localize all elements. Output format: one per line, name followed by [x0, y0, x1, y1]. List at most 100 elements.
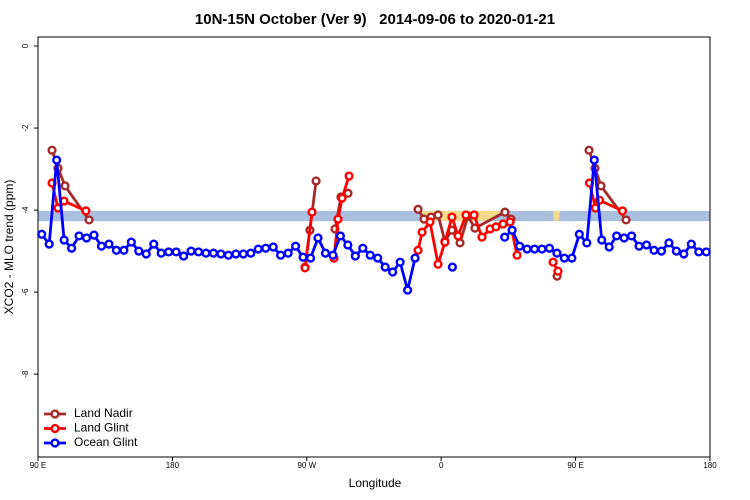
data-point	[582, 238, 592, 248]
data-point	[447, 212, 457, 222]
data-point	[447, 262, 458, 272]
data-point	[514, 241, 525, 251]
data-point	[44, 239, 54, 249]
data-point	[164, 247, 174, 257]
chart-title: 10N-15N October (Ver 9) 2014-09-06 to 20…	[195, 11, 555, 28]
data-point	[119, 245, 129, 255]
data-point	[66, 243, 77, 253]
legend-label: Land Nadir	[74, 406, 133, 420]
data-point	[111, 245, 122, 255]
x-tick-label: 180	[703, 461, 717, 470]
data-point	[276, 250, 286, 260]
data-point	[548, 257, 558, 267]
data-point	[656, 246, 667, 256]
data-point	[134, 246, 144, 256]
data-point	[507, 225, 517, 235]
legend-marker	[50, 423, 60, 434]
data-point	[596, 181, 606, 191]
y-tick-label: -2	[21, 124, 30, 132]
data-point	[96, 241, 107, 251]
data-point	[283, 248, 293, 258]
data-point	[612, 231, 622, 241]
data-point	[238, 249, 248, 259]
data-point	[84, 215, 94, 225]
data-point	[261, 243, 271, 253]
data-point	[305, 253, 316, 263]
data-point	[589, 155, 599, 165]
data-point	[268, 242, 278, 252]
data-point	[59, 235, 69, 245]
data-point	[37, 229, 47, 239]
data-point	[694, 247, 704, 257]
data-point	[47, 145, 57, 155]
data-point	[307, 207, 317, 217]
data-point	[350, 251, 360, 261]
data-point	[179, 251, 189, 261]
data-point	[537, 244, 547, 254]
data-point	[619, 233, 629, 243]
data-point	[89, 230, 99, 240]
data-point	[410, 253, 420, 263]
data-point	[291, 241, 301, 251]
data-point	[388, 267, 398, 277]
data-point	[298, 252, 308, 262]
data-point	[81, 206, 91, 216]
data-point	[413, 204, 423, 214]
data-point	[246, 248, 256, 258]
data-point	[621, 215, 631, 225]
y-tick-label: -6	[21, 288, 30, 296]
x-tick-label: 90 W	[297, 461, 316, 470]
data-point	[344, 171, 354, 181]
data-point	[358, 243, 368, 253]
data-point	[156, 248, 166, 258]
highlight-region	[553, 210, 561, 222]
data-point	[498, 219, 508, 229]
data-point	[395, 257, 405, 267]
data-point	[664, 238, 674, 248]
data-point	[649, 245, 659, 255]
data-point	[500, 232, 510, 242]
data-point	[425, 217, 435, 227]
data-point	[231, 249, 241, 259]
data-point	[313, 233, 323, 243]
legend-marker	[50, 409, 60, 419]
data-point	[186, 246, 196, 256]
data-point	[141, 249, 151, 259]
data-point	[641, 240, 652, 250]
y-tick-label: 0	[21, 43, 30, 48]
data-point	[469, 210, 479, 220]
data-point	[380, 262, 390, 272]
data-point	[223, 250, 234, 260]
x-tick-label: 90 E	[567, 461, 583, 470]
data-point	[311, 176, 321, 186]
data-point	[433, 210, 443, 220]
data-point	[60, 181, 70, 191]
data-point	[193, 247, 204, 257]
x-axis-label: Longitude	[349, 476, 402, 490]
data-point	[522, 244, 532, 254]
data-point	[574, 229, 584, 239]
data-point	[433, 259, 443, 269]
data-point	[477, 232, 487, 242]
data-point	[604, 242, 614, 252]
data-point	[626, 231, 637, 241]
data-point	[617, 206, 628, 216]
data-point	[328, 250, 338, 260]
legend-label: Ocean Glint	[74, 435, 138, 449]
data-point	[597, 235, 607, 245]
data-point	[126, 237, 136, 247]
data-point	[701, 247, 711, 257]
data-point	[208, 248, 219, 258]
y-tick-label: -8	[21, 370, 30, 378]
series-line	[40, 158, 707, 292]
legend-marker	[50, 438, 60, 448]
plot-frame	[37, 36, 711, 458]
data-point	[81, 233, 92, 243]
data-point	[671, 246, 682, 256]
data-point	[505, 217, 515, 227]
data-point	[455, 238, 465, 248]
data-point	[52, 155, 62, 165]
y-tick-label: -4	[21, 206, 30, 214]
data-point	[679, 249, 689, 259]
